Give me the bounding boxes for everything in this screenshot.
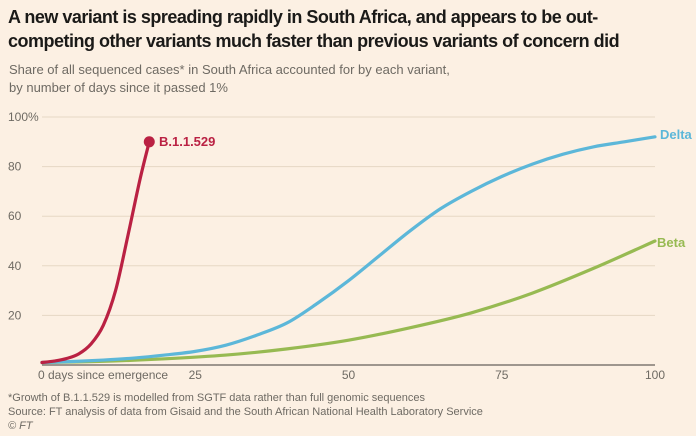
y-tick-label: 80 xyxy=(8,160,22,174)
series-line-B.1.1.529 xyxy=(40,140,151,365)
chart-title-line-2: competing other variants much faster tha… xyxy=(8,31,620,51)
series-line-Beta xyxy=(40,239,657,365)
y-tick-label: 40 xyxy=(8,259,22,273)
series-label-beta: Beta xyxy=(657,235,686,250)
y-tick-label: 100% xyxy=(8,110,39,124)
x-tick-label: 0 days since emergence xyxy=(38,368,168,382)
y-tick-label: 60 xyxy=(8,209,22,223)
footnote: *Growth of B.1.1.529 is modelled from SG… xyxy=(8,392,425,404)
chart-subtitle-line-1: Share of all sequenced cases* in South A… xyxy=(9,62,450,77)
chart-title-line-1: A new variant is spreading rapidly in So… xyxy=(8,7,598,27)
source-line: Source: FT analysis of data from Gisaid … xyxy=(8,406,483,418)
x-tick-label: 25 xyxy=(189,368,203,382)
y-tick-label: 20 xyxy=(8,308,22,322)
series-line-Delta xyxy=(40,135,657,365)
x-tick-label: 50 xyxy=(342,368,356,382)
series-end-marker-B.1.1.529 xyxy=(143,136,155,148)
ft-copyright: © FT xyxy=(8,420,33,432)
series-label-delta: Delta xyxy=(660,127,692,142)
x-tick-label: 75 xyxy=(495,368,509,382)
series-label-b11529: B.1.1.529 xyxy=(159,134,216,149)
variant-share-line-chart: 100% 80 60 40 20 0 days since emergence 25 50 75… xyxy=(8,110,665,382)
chart-subtitle-line-2: by number of days since it passed 1% xyxy=(9,80,228,95)
x-tick-label: 100 xyxy=(645,368,665,382)
